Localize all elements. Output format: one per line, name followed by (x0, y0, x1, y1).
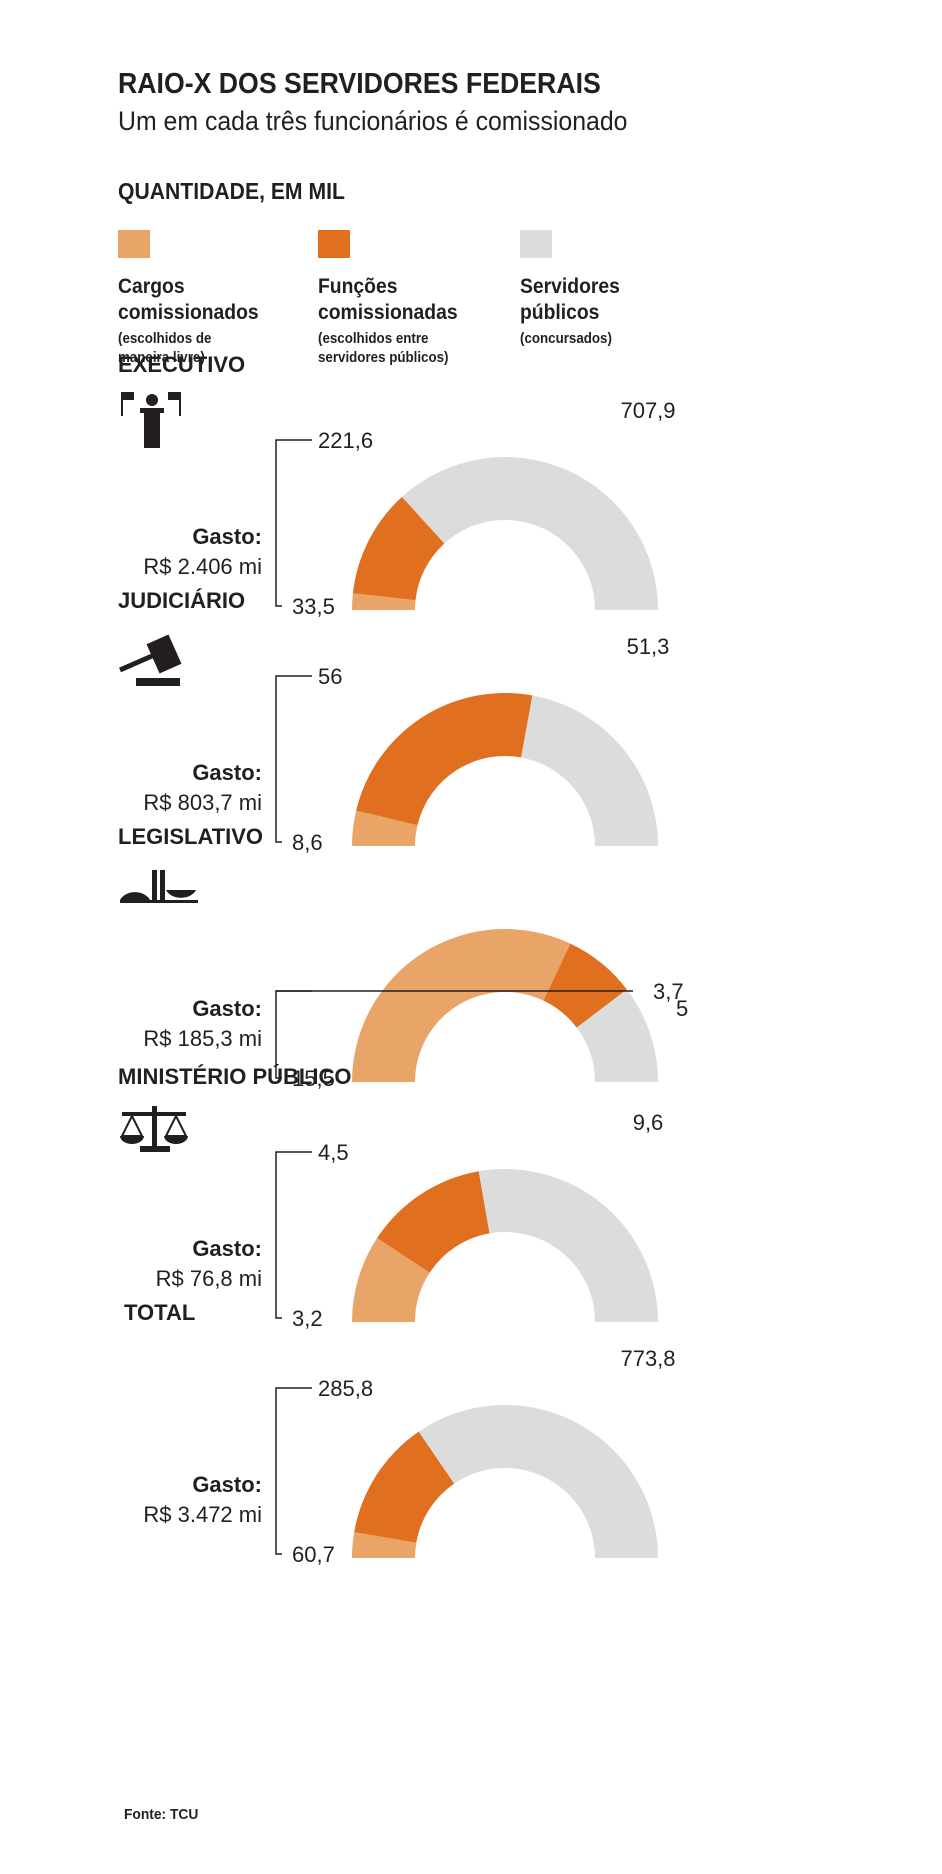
arc-slice (352, 593, 416, 610)
value-label-cargos: 60,7 (292, 1542, 335, 1567)
arc-slice (352, 810, 418, 846)
congress-bowl (166, 890, 196, 898)
label-bracket (275, 439, 312, 607)
legend-note: (escolhidos de maneira livre) (118, 331, 212, 366)
arc-slice (354, 1431, 455, 1543)
congress-tower (160, 870, 165, 900)
value-label-servidores: 51,3 (627, 634, 670, 659)
legend-swatch-servidores (520, 230, 552, 258)
podium-top (140, 408, 164, 413)
podium-icon (121, 392, 181, 448)
arc-slice (352, 1238, 430, 1322)
value-label-servidores: 707,9 (620, 398, 675, 423)
arc-slice (521, 695, 658, 846)
label-bracket (275, 1151, 312, 1319)
gavel-handle (118, 653, 154, 673)
value-label-cargos: 33,5 (292, 594, 335, 619)
value-label-servidores: 773,8 (620, 1346, 675, 1371)
scales-chain (120, 1113, 144, 1137)
congress-tower (152, 870, 157, 900)
chart-title: RAIO-X DOS SERVIDORES FEDERAIS (118, 68, 601, 100)
section-total: TOTAL 285,8 60,7 773,8 Gasto: R$ 3.472 mi (124, 1300, 676, 1567)
flag (122, 392, 134, 400)
legend-swatch-cargos (118, 230, 150, 258)
value-label-cargos: 8,6 (292, 830, 323, 855)
chart-subtitle: Um em cada três funcionários é comission… (118, 106, 628, 136)
legend-note: (escolhidos entre servidores públicos) (318, 331, 449, 366)
source-footer: Fonte: TCU (124, 1806, 199, 1823)
arc-slice (478, 1169, 658, 1322)
gasto-value: R$ 2.406 mi (143, 554, 262, 579)
section-title: EXECUTIVO (118, 352, 245, 377)
value-label-cargos: 15,5 (292, 1066, 335, 1091)
value-label-cargos: 3,2 (292, 1306, 323, 1331)
scales-icon (120, 1106, 188, 1152)
gavel-icon (118, 634, 182, 686)
legend-item-cargos: Cargos comissionados (escolhidos de maneir… (118, 230, 318, 368)
scales-pan (164, 1136, 188, 1144)
congress-ground (120, 900, 198, 903)
arc-slice (576, 989, 658, 1082)
section-judici-rio: JUDICIÁRIO 56 8,6 51,3 Gasto: R$ 803,7 mi (118, 588, 669, 855)
congress-dome (120, 892, 150, 900)
gasto-value: R$ 3.472 mi (143, 1502, 262, 1527)
legend-item-servidores: Servidores públicos (concursados) (520, 230, 720, 349)
label-bracket (275, 1387, 312, 1555)
arc-slice (352, 496, 445, 601)
label-bracket (275, 675, 312, 843)
gavel-head (146, 634, 182, 674)
legend-title: Servidores públicos (520, 275, 620, 324)
legend-note: (concursados) (520, 331, 612, 347)
scales-base (140, 1146, 170, 1152)
gasto-value: R$ 803,7 mi (143, 790, 262, 815)
value-label-funcoes: 4,5 (318, 1140, 349, 1165)
section-title: LEGISLATIVO (118, 824, 263, 849)
value-label-funcoes: 285,8 (318, 1376, 373, 1401)
arc-slice (352, 1532, 417, 1558)
arc-slice (418, 1405, 658, 1558)
gasto-label: Gasto: (192, 996, 262, 1021)
value-label-funcoes: 56 (318, 664, 342, 689)
gasto-value: R$ 185,3 mi (143, 1026, 262, 1051)
section-minist-rio-p-blico: MINISTÉRIO PÚBLICO 4,5 3,2 9,6 Gasto: R$ 76,8… (118, 1064, 663, 1331)
arc-slice (377, 1171, 490, 1273)
arc-slice (543, 943, 627, 1028)
gasto-label: Gasto: (192, 760, 262, 785)
gasto-label: Gasto: (192, 1472, 262, 1497)
section-title: JUDICIÁRIO (118, 588, 245, 613)
legend-swatch-funcoes (318, 230, 350, 258)
scales-pole (152, 1106, 157, 1148)
legend-item-funcoes: Funções comissionadas (escolhidos entre se… (318, 230, 518, 368)
legend-title: Cargos comissionados (118, 275, 259, 324)
arc-slice (401, 457, 658, 610)
gasto-value: R$ 76,8 mi (156, 1266, 262, 1291)
podium-body (144, 408, 160, 448)
section-legislativo: LEGISLATIVO 3,7 15,5 5 Gasto: R$ 185,3 mi (118, 824, 688, 1091)
congress-icon (120, 870, 198, 903)
scales-beam (122, 1112, 186, 1116)
scales-pan (120, 1136, 144, 1144)
value-label-funcoes: 3,7 (653, 979, 684, 1004)
value-label-servidores: 9,6 (633, 1110, 664, 1135)
legend-title: Funções comissionadas (318, 275, 458, 324)
scales-chain (164, 1113, 188, 1137)
arc-slice (352, 929, 571, 1082)
section-title: TOTAL (124, 1300, 195, 1325)
gasto-label: Gasto: (192, 524, 262, 549)
gavel-base (136, 678, 180, 686)
section-executivo: EXECUTIVO 221,6 33,5 707,9 Gasto: R$ 2.406 mi (118, 352, 676, 619)
quantity-label: QUANTIDADE, EM MIL (118, 178, 345, 204)
value-label-servidores: 5 (676, 996, 688, 1021)
arc-slice (356, 693, 533, 826)
value-label-funcoes: 221,6 (318, 428, 373, 453)
podium-speaker (146, 394, 158, 406)
flag (168, 392, 180, 400)
section-title: MINISTÉRIO PÚBLICO (118, 1064, 351, 1089)
gasto-label: Gasto: (192, 1236, 262, 1261)
